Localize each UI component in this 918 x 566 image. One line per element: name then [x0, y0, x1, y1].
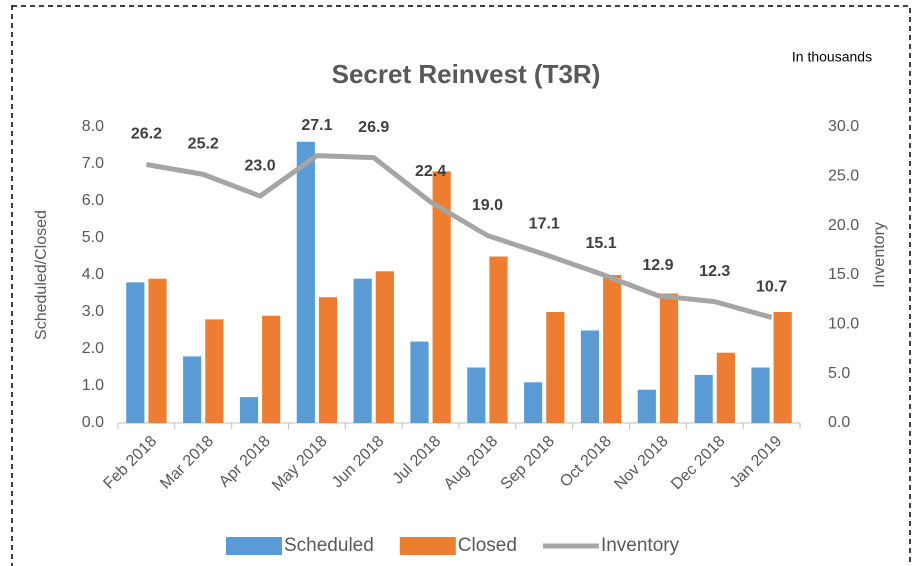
x-tick-label: Dec 2018 — [668, 433, 729, 494]
y-tick-label: 5.0 — [82, 229, 104, 246]
x-tick-label: Sep 2018 — [498, 433, 559, 494]
x-tick-label: Jun 2018 — [329, 433, 388, 492]
data-label: 12.3 — [699, 263, 730, 280]
bar — [126, 282, 145, 423]
bar — [239, 397, 259, 423]
bar — [432, 171, 451, 423]
bar — [353, 278, 372, 423]
bar — [262, 315, 281, 423]
bar — [694, 374, 713, 423]
bar — [148, 278, 167, 423]
data-label: 26.9 — [358, 119, 389, 136]
bar — [716, 352, 735, 423]
y2-tick-label: 25.0 — [828, 168, 859, 185]
bar — [773, 312, 792, 423]
y2-tick-label: 15.0 — [828, 266, 859, 283]
bar — [546, 312, 565, 423]
bar — [467, 367, 486, 423]
data-label: 22.4 — [415, 163, 446, 180]
y2-axis-label: Inventory — [871, 222, 888, 288]
x-tick-label: Jul 2018 — [390, 433, 445, 488]
x-tick-label: Jan 2019 — [727, 433, 786, 492]
y2-tick-label: 30.0 — [828, 118, 859, 135]
y-axis-label: Scheduled/Closed — [33, 210, 50, 340]
data-label: 25.2 — [188, 136, 219, 153]
bar — [375, 271, 394, 423]
y-tick-label: 1.0 — [82, 377, 104, 394]
bar — [296, 141, 315, 424]
data-label: 10.7 — [756, 279, 787, 296]
data-label: 12.9 — [642, 257, 673, 274]
y2-tick-label: 0.0 — [828, 414, 850, 431]
y-tick-label: 0.0 — [82, 414, 104, 431]
chart-title: Secret Reinvest (T3R) — [332, 59, 601, 89]
y-tick-label: 8.0 — [82, 118, 104, 135]
x-tick-label: Nov 2018 — [611, 433, 672, 494]
data-label: 27.1 — [301, 117, 332, 134]
data-label: 26.2 — [131, 126, 162, 143]
y-tick-label: 3.0 — [82, 303, 104, 320]
legend-swatch — [226, 537, 282, 555]
legend-label: Inventory — [601, 535, 680, 556]
data-label: 15.1 — [586, 235, 617, 252]
line — [145, 153, 773, 320]
y2-tick-label: 10.0 — [828, 316, 859, 333]
bar — [751, 367, 770, 423]
data-label: 19.0 — [472, 197, 503, 214]
x-tick-label: Feb 2018 — [100, 433, 160, 493]
border — [11, 5, 911, 566]
y-tick-label: 6.0 — [82, 192, 104, 209]
legend-label: Scheduled — [284, 535, 374, 556]
bar — [603, 275, 622, 423]
y2-tick-label: 20.0 — [828, 217, 859, 234]
x-tick-label: Apr 2018 — [216, 433, 274, 491]
legend-swatch — [399, 537, 456, 555]
bar — [659, 293, 679, 423]
bar — [489, 256, 508, 423]
bar — [637, 389, 656, 423]
x-tick-label: Aug 2018 — [441, 433, 502, 494]
x-tick-label: May 2018 — [269, 433, 331, 495]
y-tick-label: 2.0 — [82, 340, 104, 357]
y2-tick-label: 5.0 — [828, 365, 850, 382]
data-label: 17.1 — [529, 215, 560, 232]
y-tick-label: 4.0 — [82, 266, 104, 283]
bar — [580, 330, 600, 423]
bar — [524, 382, 543, 423]
data-label: 23.0 — [245, 157, 276, 174]
bar — [205, 319, 224, 423]
bar — [183, 356, 202, 423]
bar — [410, 341, 429, 423]
x-tick-label: Oct 2018 — [557, 433, 615, 491]
y-tick-label: 7.0 — [82, 155, 104, 172]
legend-label: Closed — [458, 535, 517, 556]
bar — [318, 297, 338, 423]
annotation: In thousands — [792, 49, 872, 65]
x-tick-label: Mar 2018 — [157, 433, 217, 493]
